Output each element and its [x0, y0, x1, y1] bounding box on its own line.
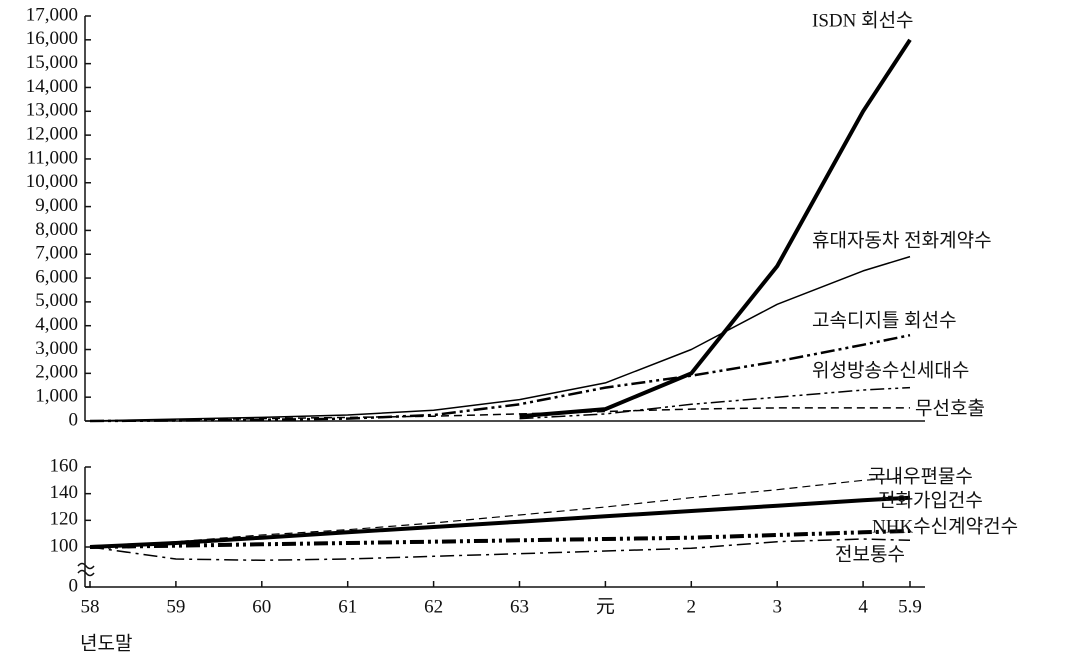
series-line — [89, 333, 911, 423]
y-tick-label: 7,000 — [35, 243, 78, 264]
y-tick-label: 12,000 — [26, 123, 78, 144]
y-tick-label: 100 — [50, 535, 79, 556]
y-tick-label: 3,000 — [35, 338, 78, 359]
series-line — [89, 529, 911, 549]
x-tick-label: 2 — [687, 596, 697, 617]
y-tick-label: 4,000 — [35, 314, 78, 335]
series-label: NHK수신계약건수 — [872, 515, 1018, 537]
x-tick-label: 58 — [81, 596, 100, 617]
series-label: 전보통수 — [835, 543, 905, 565]
series-label: 위성방송수신세대수 — [812, 359, 969, 381]
series-line — [89, 538, 911, 562]
y-tick-label: 10,000 — [26, 171, 78, 192]
series-line — [89, 495, 911, 549]
x-tick-label: 元 — [596, 596, 615, 617]
series-line — [89, 407, 910, 422]
y-tick-label: 0 — [69, 575, 79, 596]
series-label: ISDN 회선수 — [812, 9, 914, 31]
y-tick-label: 8,000 — [35, 219, 78, 240]
x-tick-label: 63 — [510, 596, 529, 617]
y-tick-label: 15,000 — [26, 52, 78, 73]
y-tick-label: 16,000 — [26, 28, 78, 49]
x-tick-label: 59 — [166, 596, 185, 617]
y-tick-label: 17,000 — [26, 4, 78, 25]
y-tick-label: 11,000 — [26, 147, 78, 168]
series-line — [519, 386, 911, 420]
series-line — [89, 477, 911, 548]
x-axis-label: 년도말 — [80, 632, 132, 654]
y-tick-label: 1,000 — [35, 386, 78, 407]
x-tick-label: 5.9 — [898, 596, 922, 617]
x-tick-label: 61 — [338, 596, 357, 617]
y-tick-label: 14,000 — [26, 76, 78, 97]
series-label: 전화가입건수 — [878, 489, 983, 511]
y-tick-label: 9,000 — [35, 195, 78, 216]
series-label: 국내우편물수 — [868, 465, 973, 487]
x-tick-label: 62 — [424, 596, 443, 617]
y-tick-label: 140 — [50, 482, 79, 503]
axis-break — [77, 562, 95, 577]
y-tick-label: 6,000 — [35, 266, 78, 287]
series-label: 휴대자동차 전화계약수 — [812, 229, 992, 251]
y-tick-label: 120 — [50, 509, 79, 530]
series-line — [519, 38, 912, 419]
y-tick-label: 13,000 — [26, 100, 78, 121]
y-tick-label: 5,000 — [35, 290, 78, 311]
x-tick-label: 60 — [252, 596, 271, 617]
y-tick-label: 0 — [69, 409, 79, 430]
y-tick-label: 2,000 — [35, 362, 78, 383]
series-line — [89, 255, 911, 422]
series-label: 고속디지틀 회선수 — [812, 309, 957, 331]
y-tick-label: 160 — [50, 455, 79, 476]
x-tick-label: 3 — [772, 596, 782, 617]
x-tick-label: 4 — [858, 596, 868, 617]
series-label: 무선호출 — [915, 397, 985, 419]
